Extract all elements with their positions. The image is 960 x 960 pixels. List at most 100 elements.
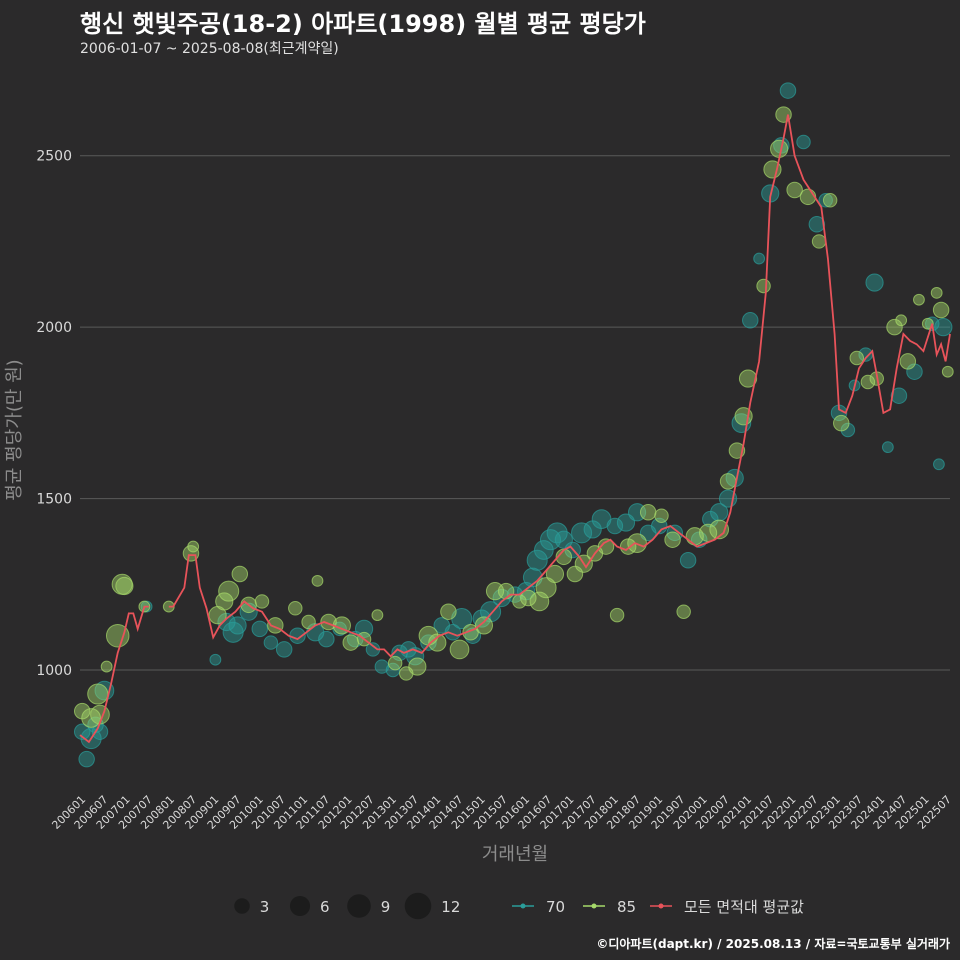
- data-point-70: [571, 522, 593, 544]
- color-legend-label: 85: [617, 898, 636, 916]
- data-point-85: [932, 301, 950, 319]
- data-point-70: [666, 524, 684, 542]
- data-point-85: [654, 508, 669, 523]
- data-point-70: [228, 616, 247, 635]
- data-point-85: [105, 623, 130, 648]
- size-legend-label: 9: [381, 898, 391, 916]
- data-point-70: [354, 619, 374, 638]
- page-title: 행신 햇빛주공(18-2) 아파트(1998) 월별 평균 평당가: [80, 10, 646, 38]
- data-point-85: [709, 519, 730, 540]
- series-70-points: [73, 82, 953, 768]
- data-point-85: [371, 609, 384, 622]
- data-point-85: [254, 594, 270, 609]
- data-point-85: [895, 314, 908, 327]
- data-point-85: [231, 565, 249, 583]
- data-point-85: [860, 374, 876, 390]
- y-tick-label: 1500: [36, 492, 72, 508]
- data-point-85: [930, 286, 943, 299]
- color-legend-label: 70: [546, 898, 565, 916]
- size-legend-label: 3: [260, 898, 270, 916]
- color-legend-dot: [591, 903, 597, 909]
- size-legend-label: 6: [320, 898, 330, 916]
- data-point-85: [218, 580, 240, 602]
- color-legend-dot: [658, 903, 664, 909]
- data-point-85: [833, 414, 850, 432]
- size-legend-circle: [289, 895, 311, 917]
- data-point-85: [520, 589, 537, 607]
- data-point-85: [87, 683, 109, 705]
- data-point-85: [387, 655, 403, 671]
- data-point-85: [664, 531, 681, 548]
- data-point-70: [209, 653, 222, 666]
- x-axis-label: 거래년월: [482, 844, 548, 865]
- data-point-70: [526, 549, 548, 571]
- data-point-85: [428, 633, 447, 652]
- data-point-85: [100, 660, 113, 673]
- size-legend-circle: [347, 894, 371, 918]
- data-point-85: [597, 538, 615, 555]
- data-point-85: [449, 639, 470, 660]
- data-point-70: [865, 273, 884, 292]
- data-point-85: [941, 365, 954, 378]
- y-tick-label: 1000: [36, 663, 72, 679]
- data-point-85: [545, 564, 565, 584]
- data-point-70: [318, 630, 335, 648]
- data-point-85: [497, 582, 515, 600]
- data-point-85: [913, 293, 925, 306]
- data-point-70: [472, 609, 491, 628]
- y-axis-label: 평균 평당가(만 원): [4, 359, 25, 500]
- size-legend-circle: [404, 892, 432, 920]
- data-point-70: [251, 620, 269, 638]
- data-point-70: [881, 441, 894, 454]
- data-point-85: [886, 318, 903, 336]
- data-point-70: [753, 252, 766, 265]
- data-point-70: [710, 503, 729, 522]
- data-point-85: [529, 591, 550, 612]
- data-point-85: [849, 350, 865, 366]
- data-point-85: [738, 369, 758, 388]
- data-point-70: [818, 193, 833, 208]
- data-point-70: [546, 522, 568, 544]
- color-legend-dot: [520, 903, 526, 909]
- legend: 3 6 9 12 70 85 모든 면적대 평균값: [234, 892, 804, 920]
- data-point-70: [796, 134, 811, 150]
- data-point-70: [906, 363, 923, 380]
- data-point-85: [288, 601, 303, 616]
- data-point-85: [215, 592, 234, 611]
- color-legend-label: 모든 면적대 평균값: [684, 898, 804, 916]
- data-point-85: [756, 278, 771, 294]
- data-point-70: [742, 312, 759, 329]
- x-tick-labels: 2006012006072007012007072008012008072009…: [49, 793, 953, 832]
- data-point-70: [533, 540, 554, 560]
- data-point-70: [73, 723, 91, 740]
- data-point-85: [535, 577, 557, 599]
- data-point-85: [440, 603, 457, 620]
- grid-lines: [80, 155, 950, 671]
- data-point-70: [808, 216, 826, 233]
- data-point-85: [342, 634, 360, 651]
- data-point-85: [639, 504, 657, 521]
- y-tick-label: 2000: [36, 320, 72, 336]
- y-tick-label: 2500: [36, 149, 72, 165]
- size-legend-circle: [234, 898, 250, 914]
- average-line-group: [79, 114, 951, 744]
- data-point-85: [609, 607, 625, 623]
- data-point-70: [275, 641, 293, 658]
- data-point-85: [899, 353, 917, 370]
- footer-credit: ©디아파트(dapt.kr) / 2025.08.13 / 자료=국토교통부 실…: [596, 937, 950, 951]
- data-point-70: [934, 318, 953, 337]
- data-point-85: [115, 576, 134, 596]
- data-point-85: [676, 604, 691, 619]
- average-line: [79, 114, 951, 744]
- y-tick-labels: 1000 1500 2000 2500: [36, 149, 72, 679]
- data-point-70: [606, 517, 624, 535]
- series-85-points: [73, 106, 954, 728]
- data-point-85: [799, 188, 817, 206]
- data-point-70: [840, 422, 856, 438]
- data-point-85: [311, 574, 324, 587]
- data-point-70: [779, 82, 797, 99]
- data-point-85: [822, 193, 838, 208]
- data-point-85: [187, 540, 200, 553]
- page-subtitle: 2006-01-07 ~ 2025-08-08(최근계약일): [80, 41, 339, 57]
